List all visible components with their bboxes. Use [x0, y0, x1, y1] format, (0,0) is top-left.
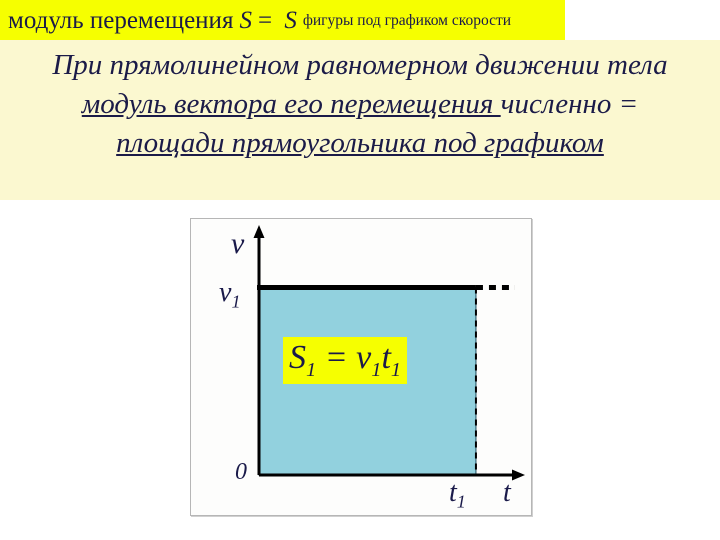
explanation-text: При прямолинейном равномерном движении т… [0, 40, 720, 200]
x-axis-label: t [503, 477, 511, 509]
text-plain-1: При прямолинейном равномерном движении т… [52, 49, 667, 81]
formula-equals: = [258, 7, 272, 35]
formula-prefix: модуль перемещения [8, 7, 233, 35]
v1-tick-label: v1 [219, 277, 241, 313]
formula-subscript: фигуры под графиком скорости [303, 12, 511, 30]
text-ul-1: модуль вектора его перемещения [82, 88, 501, 120]
formula-S2: S [284, 7, 297, 35]
text-plain-2: численно = [501, 88, 639, 120]
t1-tick-label: t1 [449, 477, 466, 513]
velocity-time-chart: v t 0 v1 t1 S1 = v1t1 [190, 218, 532, 516]
formula-bar: модуль перемещения S = Sфигуры под графи… [0, 0, 565, 40]
formula-S: S [239, 7, 252, 35]
area-formula: S1 = v1t1 [283, 337, 407, 384]
origin-label: 0 [235, 459, 247, 486]
text-ul-2: площади прямоугольника под графиком [116, 127, 604, 159]
y-axis-label: v [231, 227, 244, 261]
